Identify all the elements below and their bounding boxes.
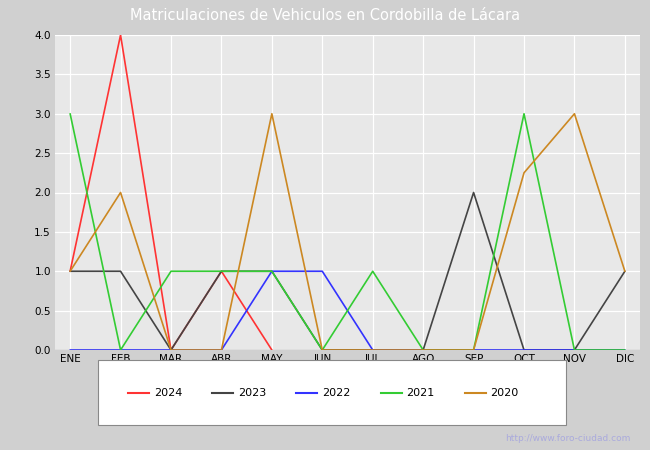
- Text: http://www.foro-ciudad.com: http://www.foro-ciudad.com: [505, 434, 630, 443]
- Text: Matriculaciones de Vehiculos en Cordobilla de Lácara: Matriculaciones de Vehiculos en Cordobil…: [130, 8, 520, 22]
- Text: 2022: 2022: [322, 387, 350, 397]
- Text: 2020: 2020: [491, 387, 519, 397]
- Text: 2021: 2021: [406, 387, 435, 397]
- FancyBboxPatch shape: [98, 360, 566, 425]
- Text: 2023: 2023: [238, 387, 266, 397]
- Text: 2024: 2024: [153, 387, 182, 397]
